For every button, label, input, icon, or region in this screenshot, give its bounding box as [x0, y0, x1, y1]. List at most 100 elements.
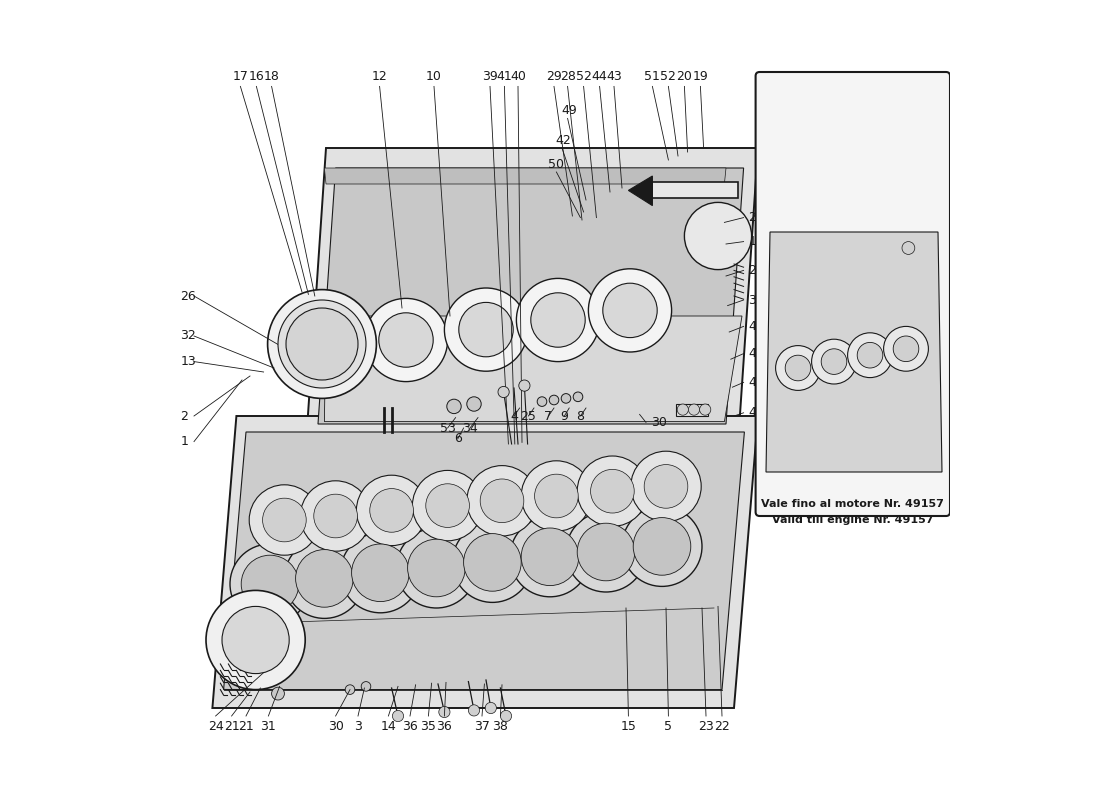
Circle shape: [300, 481, 371, 551]
Circle shape: [267, 290, 376, 398]
Text: 52: 52: [660, 70, 676, 83]
Polygon shape: [766, 232, 942, 472]
Text: 32: 32: [180, 330, 196, 342]
Circle shape: [361, 682, 371, 691]
Circle shape: [857, 342, 883, 368]
Text: 53: 53: [440, 422, 455, 434]
Text: 51: 51: [645, 70, 660, 83]
Circle shape: [516, 278, 600, 362]
Polygon shape: [223, 432, 745, 690]
Text: 47: 47: [748, 406, 764, 419]
Text: 24: 24: [208, 720, 223, 733]
Text: 30: 30: [328, 720, 343, 733]
Circle shape: [314, 494, 358, 538]
Text: Vale fino al motore Nr. 49157: Vale fino al motore Nr. 49157: [761, 499, 944, 509]
Circle shape: [684, 202, 751, 270]
Polygon shape: [676, 404, 708, 416]
Text: 20: 20: [676, 70, 692, 83]
Text: 26: 26: [180, 290, 196, 302]
Text: 16: 16: [249, 70, 264, 83]
Circle shape: [469, 705, 480, 716]
Circle shape: [485, 702, 496, 714]
Circle shape: [591, 470, 635, 513]
Circle shape: [537, 397, 547, 406]
Text: 5: 5: [664, 720, 672, 733]
Circle shape: [566, 512, 646, 592]
Text: 31: 31: [261, 720, 276, 733]
Text: 21: 21: [238, 720, 254, 733]
Polygon shape: [318, 168, 744, 424]
Text: 25: 25: [520, 410, 537, 422]
Text: 37: 37: [474, 720, 490, 733]
Circle shape: [902, 242, 915, 254]
Circle shape: [535, 474, 579, 518]
Text: 9: 9: [561, 410, 569, 422]
Text: 13: 13: [180, 355, 196, 368]
Circle shape: [345, 685, 355, 694]
Text: 3: 3: [354, 720, 362, 733]
Circle shape: [241, 555, 299, 613]
Circle shape: [812, 339, 857, 384]
Circle shape: [452, 522, 532, 602]
Circle shape: [549, 395, 559, 405]
Circle shape: [352, 544, 409, 602]
Text: 50: 50: [549, 158, 564, 170]
Circle shape: [356, 475, 427, 546]
Circle shape: [222, 606, 289, 674]
Text: 22: 22: [714, 720, 730, 733]
Circle shape: [630, 451, 701, 522]
Circle shape: [531, 293, 585, 347]
Circle shape: [408, 539, 465, 597]
Circle shape: [463, 534, 521, 591]
Circle shape: [444, 288, 528, 371]
Circle shape: [250, 485, 320, 555]
Text: 6: 6: [454, 432, 462, 445]
Text: 38: 38: [493, 720, 508, 733]
Text: 17: 17: [232, 70, 249, 83]
Text: 10: 10: [426, 70, 442, 83]
Circle shape: [510, 517, 590, 597]
Text: eurospares: eurospares: [250, 474, 530, 518]
Circle shape: [230, 544, 310, 624]
Text: 11: 11: [748, 235, 764, 248]
Circle shape: [678, 404, 689, 415]
Circle shape: [521, 461, 592, 531]
Text: 41: 41: [496, 70, 513, 83]
Text: 43: 43: [606, 70, 621, 83]
Circle shape: [364, 298, 448, 382]
Text: 4: 4: [510, 410, 518, 422]
Text: 28: 28: [560, 70, 575, 83]
Circle shape: [447, 399, 461, 414]
Text: 52: 52: [575, 70, 592, 83]
Circle shape: [286, 308, 358, 380]
Text: 12: 12: [372, 70, 387, 83]
Circle shape: [621, 506, 702, 586]
Circle shape: [776, 346, 821, 390]
Polygon shape: [324, 168, 726, 184]
Circle shape: [634, 518, 691, 575]
Circle shape: [285, 538, 364, 618]
Polygon shape: [212, 416, 758, 708]
Text: 29: 29: [546, 70, 562, 83]
Circle shape: [272, 687, 285, 700]
Circle shape: [498, 386, 509, 398]
Circle shape: [848, 333, 892, 378]
Circle shape: [393, 710, 404, 722]
Text: 46: 46: [748, 320, 764, 333]
Circle shape: [466, 397, 481, 411]
Text: 2: 2: [180, 410, 188, 422]
Text: 19: 19: [693, 70, 708, 83]
Circle shape: [689, 404, 700, 415]
Polygon shape: [628, 176, 652, 206]
Text: 34: 34: [462, 422, 477, 434]
Circle shape: [893, 336, 918, 362]
Circle shape: [519, 380, 530, 391]
Text: 18: 18: [264, 70, 279, 83]
Polygon shape: [652, 182, 738, 198]
Text: 43: 43: [772, 130, 790, 142]
Text: Valid till engine Nr. 49157: Valid till engine Nr. 49157: [772, 515, 933, 525]
Circle shape: [700, 404, 711, 415]
Circle shape: [378, 313, 433, 367]
Text: 45: 45: [748, 347, 764, 360]
Circle shape: [645, 465, 688, 508]
